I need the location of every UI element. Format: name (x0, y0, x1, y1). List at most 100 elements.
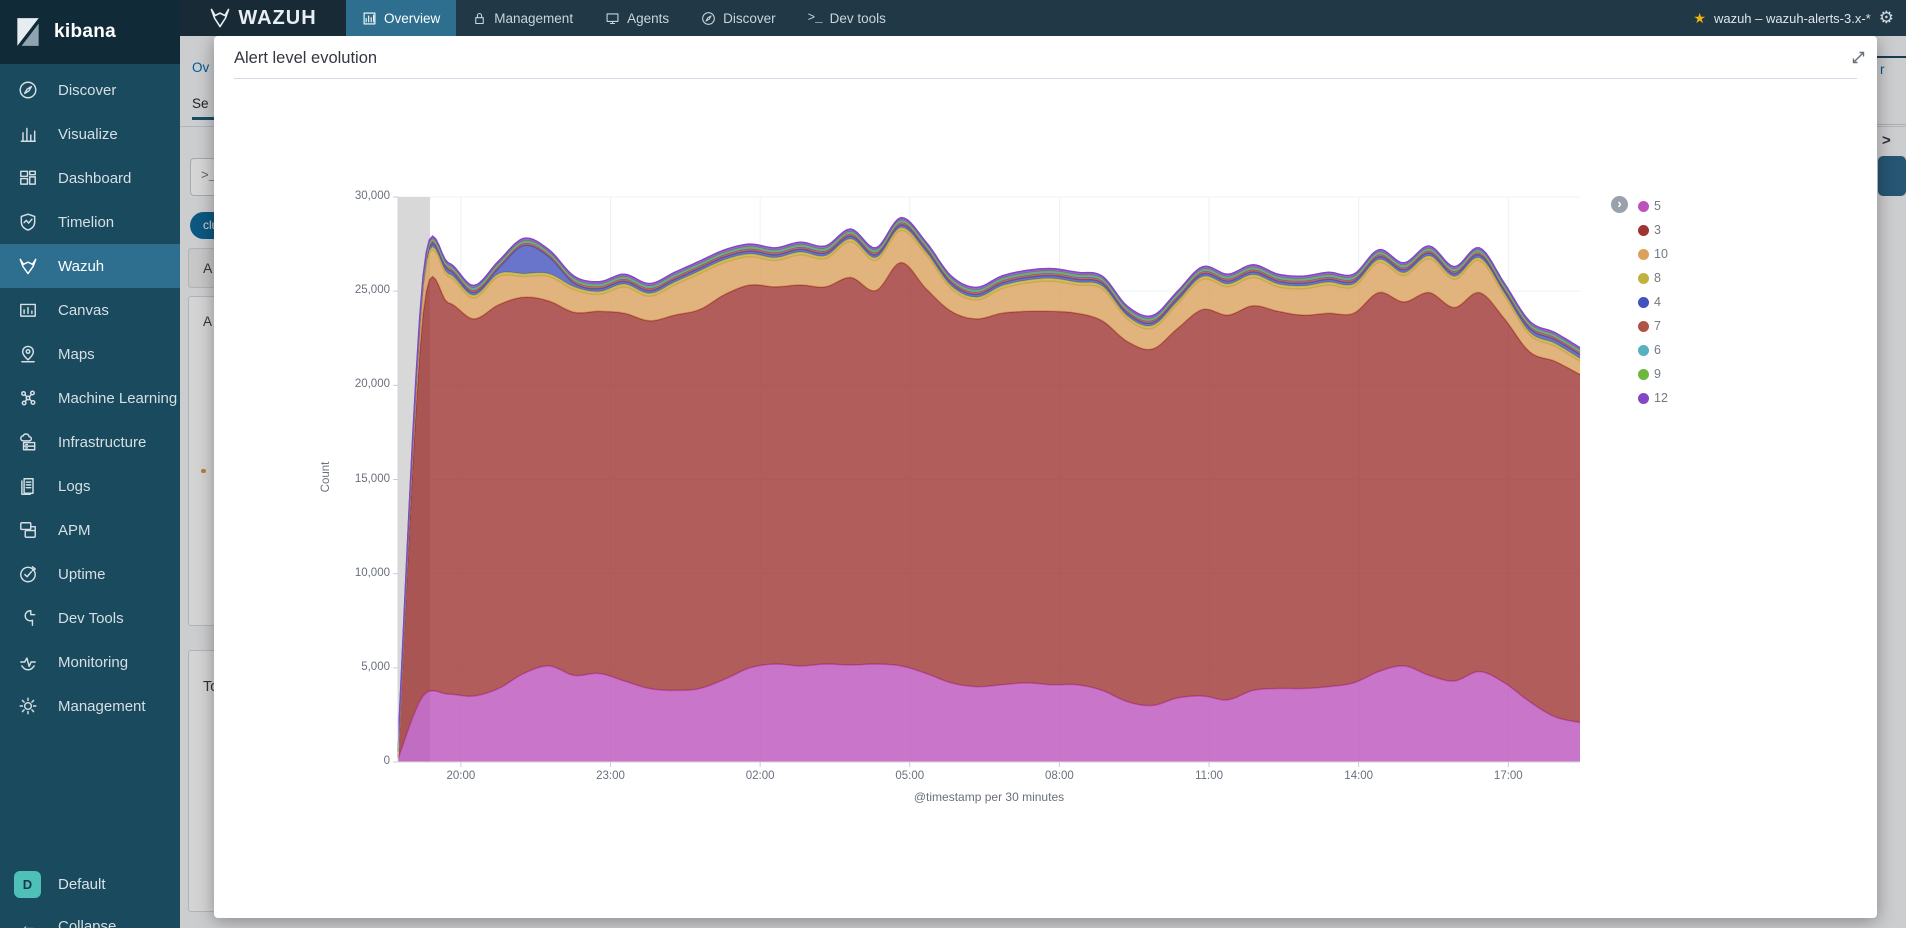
x-tick-label: 08:00 (1045, 770, 1074, 782)
visualization-modal: Alert level evolution 0 5,000 10,000 15,000… (214, 36, 1877, 918)
panel-title-fragment: A (203, 260, 213, 276)
legend-color-dot (1638, 248, 1649, 260)
panel-title-fragment: A (203, 314, 213, 329)
visualize-icon (20, 127, 36, 142)
uptime-icon (20, 566, 36, 583)
star-icon: ★ (1693, 9, 1706, 26)
y-tick-label: 30,000 (354, 190, 390, 202)
expand-diagonal-icon[interactable] (1850, 49, 1867, 66)
update-button-fragment (1878, 156, 1906, 196)
sidebar-item-dev-tools[interactable]: Dev Tools (0, 596, 180, 640)
area-series-10 (398, 230, 1580, 758)
nav-tab-dev-tools[interactable]: >_ Dev tools (792, 0, 902, 36)
legend-label: 7 (1654, 319, 1661, 333)
sidebar-item-maps[interactable]: Maps (0, 332, 180, 376)
legend-label: 9 (1654, 367, 1661, 381)
nav-tab-management[interactable]: Management (456, 0, 589, 36)
x-axis-title: @timestamp per 30 minutes (913, 790, 1065, 804)
legend-label: 6 (1654, 343, 1661, 357)
legend-toggle-chevron-icon[interactable]: › (1611, 196, 1628, 213)
x-tick-label: 14:00 (1344, 770, 1374, 782)
nav-tab-label: Agents (627, 10, 670, 26)
y-tick-label: 20,000 (354, 378, 390, 391)
sidebar-item-logs[interactable]: Logs (0, 464, 180, 508)
collapse-arrow-icon: ← (20, 916, 37, 928)
collapse-button[interactable]: ← Collapse (0, 908, 180, 928)
nav-tab-label: Management (494, 10, 574, 26)
nav-tab-overview[interactable]: Overview (346, 0, 457, 36)
legend-color-dot (1638, 200, 1649, 212)
legend-item-12[interactable]: 12 (1638, 386, 1668, 410)
sidebar-item-label: Infrastructure (58, 433, 147, 451)
y-tick-label: 25,000 (354, 284, 390, 297)
dev-tools-icon (24, 610, 36, 626)
kibana-logo[interactable]: kibana (0, 0, 180, 64)
x-tick-label: 05:00 (895, 770, 925, 782)
sidebar-item-canvas[interactable]: Canvas (0, 288, 180, 332)
wazuh-wolf-icon (210, 8, 230, 28)
legend-item-10[interactable]: 10 (1638, 242, 1668, 266)
legend-item-7[interactable]: 7 (1638, 314, 1668, 338)
canvas-icon (20, 303, 36, 317)
sidebar-item-discover[interactable]: Discover (0, 68, 180, 112)
sidebar-item-uptime[interactable]: Uptime (0, 552, 180, 596)
collapse-label: Collapse (58, 917, 117, 928)
sidebar-item-infrastructure[interactable]: Infrastructure (0, 420, 180, 464)
management-nav-icon (475, 12, 485, 24)
y-tick-label: 10,000 (354, 566, 390, 579)
legend-color-dot (1638, 392, 1649, 404)
sidebar-item-machine-learning[interactable]: Machine Learning (0, 376, 180, 420)
x-tick-label: 23:00 (596, 770, 625, 782)
y-tick-label: 5,000 (361, 660, 390, 673)
gear-icon[interactable]: ⚙ (1878, 8, 1894, 27)
x-tick-label: 11:00 (1195, 770, 1224, 782)
legend-item-5[interactable]: 5 (1638, 194, 1668, 218)
legend-label: 4 (1654, 295, 1661, 309)
nav-tab-agents[interactable]: Agents (589, 0, 685, 36)
logs-icon (21, 478, 34, 496)
sidebar-nav: Discover Visualize Dashboard Timelion Wazuh C… (0, 68, 180, 728)
sidebar-item-label: Management (58, 697, 146, 715)
sidebar-item-dashboard[interactable]: Dashboard (0, 156, 180, 200)
chevron-right-icon: > (1882, 132, 1891, 149)
legend-item-3[interactable]: 3 (1638, 218, 1668, 242)
legend-color-dot (1638, 344, 1649, 356)
kibana-logo-text: kibana (54, 21, 116, 42)
sidebar-item-visualize[interactable]: Visualize (0, 112, 180, 156)
legend-label: 5 (1654, 199, 1661, 213)
legend-color-dot (1638, 224, 1649, 236)
nav-tab-label: Dev tools (829, 10, 886, 26)
sidebar-item-management[interactable]: Management (0, 684, 180, 728)
x-tick-label: 02:00 (745, 770, 775, 782)
sidebar-item-wazuh[interactable]: Wazuh (0, 244, 180, 288)
discover-nav-icon (702, 11, 715, 25)
right-link-fragment: r (1880, 62, 1885, 77)
alert-level-evolution-chart[interactable] (214, 36, 1877, 918)
agents-icon (606, 12, 619, 24)
nav-tab-discover[interactable]: Discover (685, 0, 792, 36)
legend-item-9[interactable]: 9 (1638, 362, 1668, 386)
apm-icon (20, 522, 36, 538)
sidebar-item-label: Wazuh (58, 257, 105, 275)
kibana-logo-icon (17, 18, 39, 46)
mini-chart-fragment (201, 469, 206, 473)
wazuh-brand[interactable]: WAZUH (180, 0, 346, 36)
legend-color-dot (1638, 296, 1649, 308)
sidebar-item-apm[interactable]: APM (0, 508, 180, 552)
modal-title: Alert level evolution (234, 49, 378, 67)
machine-learning-icon (21, 390, 36, 406)
x-tick-label: 20:00 (446, 770, 476, 782)
discover-icon (19, 81, 37, 99)
sidebar-item-timelion[interactable]: Timelion (0, 200, 180, 244)
management-icon (19, 697, 37, 715)
chart-legend: 5 3 10 8 4 7 6 9 12 (1638, 194, 1668, 410)
y-tick-label: 0 (383, 755, 390, 767)
legend-item-4[interactable]: 4 (1638, 290, 1668, 314)
legend-label: 10 (1654, 247, 1668, 261)
legend-item-6[interactable]: 6 (1638, 338, 1668, 362)
sidebar-item-monitoring[interactable]: Monitoring (0, 640, 180, 684)
wazuh-icon (19, 258, 37, 275)
navbar-tabs: Overview Management Agents Discover >_ Dev to… (346, 0, 902, 36)
space-switcher[interactable]: D Default (0, 868, 180, 900)
legend-item-8[interactable]: 8 (1638, 266, 1668, 290)
